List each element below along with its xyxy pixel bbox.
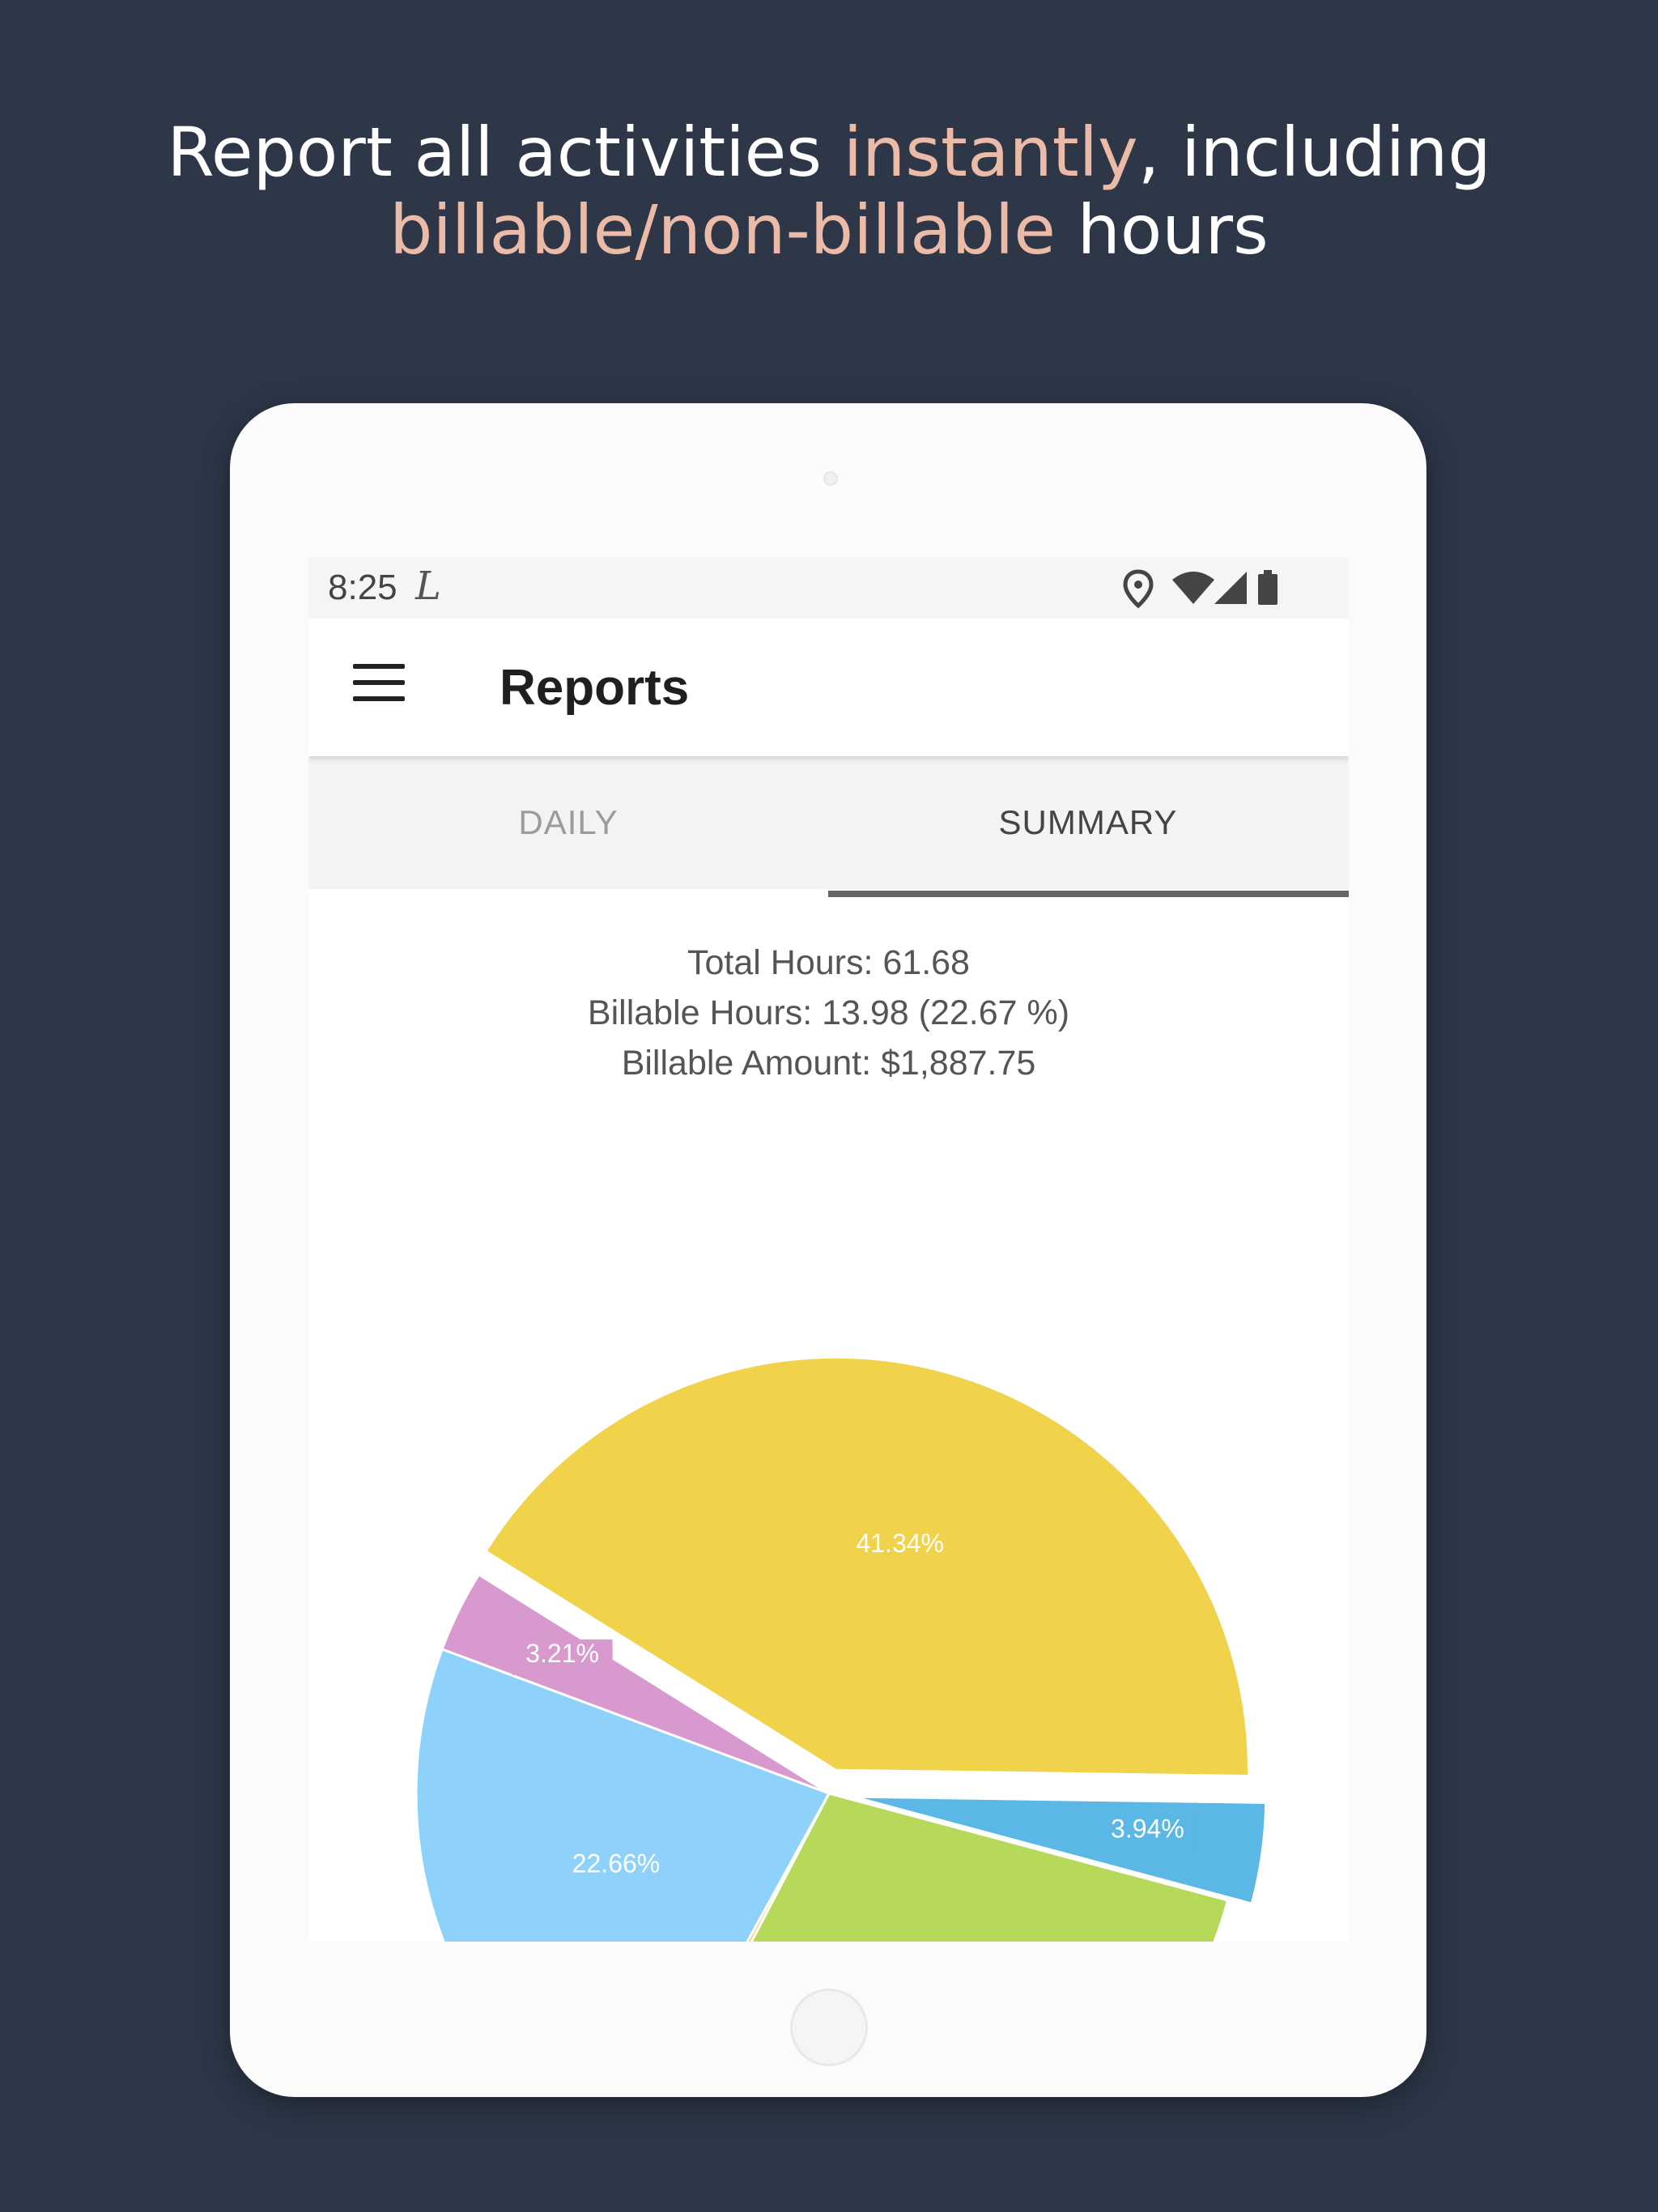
pie-label-4: 22.66% [572, 1849, 661, 1878]
billable-hours: Billable Hours: 13.98 (22.67 %) [587, 993, 1070, 1032]
headline-highlight-billable: billable/non-billable [389, 190, 1056, 270]
pie-label-bg-1 [1097, 1814, 1198, 1851]
status-time: 8:25 [328, 568, 397, 607]
battery-icon [1258, 570, 1278, 605]
signal-icon [1214, 572, 1247, 604]
summary-block: Total Hours: 61.68 Billable Hours: 13.98… [308, 938, 1349, 1088]
wifi-icon [1172, 572, 1214, 604]
app-bar: Reports [308, 619, 1349, 756]
hamburger-icon[interactable] [353, 664, 406, 704]
pie-label-bg-5 [512, 1639, 613, 1675]
pie-slice-0[interactable] [483, 1355, 1250, 1778]
pie-slice-5[interactable] [440, 1572, 830, 1795]
status-bar: 8:25 L [308, 557, 1349, 619]
home-button[interactable] [790, 1989, 868, 2066]
headline-line-1: Report all activities instantly, includi… [167, 113, 1491, 192]
location-icon [1123, 569, 1154, 609]
tab-indicator [828, 891, 1349, 897]
pie-slice-2[interactable] [638, 1792, 1230, 1942]
pie-chart: 41.34% 3.94% 22.66% 3.21% [414, 1355, 1268, 1942]
app-notification-icon: L [415, 564, 441, 609]
headline-line-2: billable/non-billable hours [389, 190, 1269, 270]
pie-label-1: 3.94% [1111, 1814, 1184, 1844]
pie-slice-4[interactable] [414, 1647, 831, 1942]
headline-highlight-instantly: instantly [843, 113, 1138, 192]
tab-bar: DAILY SUMMARY [308, 756, 1349, 889]
page-title: Reports [500, 660, 690, 716]
tab-summary[interactable]: SUMMARY [998, 803, 1178, 841]
app-screen: 8:25 L Reports DAILY SUMMARY [308, 557, 1349, 1942]
billable-amount: Billable Amount: $1,887.75 [621, 1044, 1036, 1083]
total-hours: Total Hours: 61.68 [687, 943, 970, 982]
headline: Report all activities instantly, includi… [0, 113, 1658, 269]
pie-label-5: 3.21% [525, 1639, 599, 1668]
tab-daily[interactable]: DAILY [518, 803, 619, 841]
camera-icon [823, 471, 838, 486]
pie-label-0: 41.34% [856, 1529, 944, 1558]
